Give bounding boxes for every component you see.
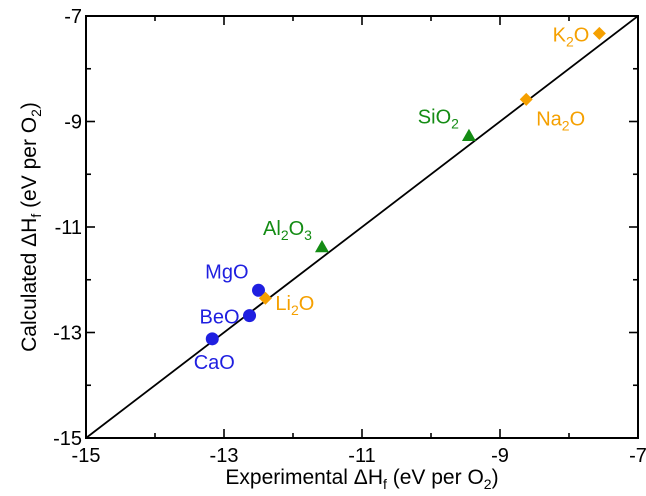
point-label: K2O bbox=[553, 24, 590, 49]
circle-marker bbox=[205, 332, 219, 346]
y-tick-label: -9 bbox=[64, 112, 82, 134]
x-tick-label: -15 bbox=[72, 445, 101, 467]
x-tick-label: -11 bbox=[348, 445, 375, 467]
point-label: Na2O bbox=[536, 108, 585, 133]
point-label: CaO bbox=[194, 352, 235, 374]
diamond-marker bbox=[519, 92, 533, 106]
plot-frame bbox=[85, 15, 639, 439]
point-label: MgO bbox=[205, 261, 248, 283]
point-label: Li2O bbox=[275, 293, 314, 318]
point-label: BeO bbox=[199, 307, 239, 329]
point-label: Al2O3 bbox=[263, 218, 312, 243]
diamond-marker bbox=[592, 26, 606, 40]
y-axis-title: Calculated ΔHf (eV per O2) bbox=[18, 102, 44, 352]
parity-line bbox=[85, 15, 639, 439]
triangle-marker bbox=[314, 240, 329, 253]
x-tick-label: -13 bbox=[210, 445, 239, 467]
y-tick-label: -7 bbox=[64, 6, 82, 28]
circle-marker bbox=[252, 283, 265, 297]
triangle-marker bbox=[461, 128, 476, 141]
y-tick-label: -11 bbox=[55, 217, 82, 239]
points-layer: MgO BeO CaO Li2O Na2O K2O Al2O3 SiO2 bbox=[194, 24, 606, 374]
y-tick-label: -15 bbox=[53, 428, 82, 450]
y-tick-label: -13 bbox=[53, 323, 82, 345]
x-axis-title: Experimental ΔHf (eV per O2) bbox=[225, 466, 498, 492]
circle-marker bbox=[243, 309, 257, 323]
point-label: SiO2 bbox=[418, 107, 459, 132]
ticks-layer: -15 -13 -11 -9 -7 -15 -13 -11 -9 -7 bbox=[53, 6, 646, 467]
x-tick-label: -7 bbox=[629, 445, 646, 467]
diamond-marker bbox=[258, 291, 272, 305]
x-tick-label: -9 bbox=[491, 445, 509, 467]
